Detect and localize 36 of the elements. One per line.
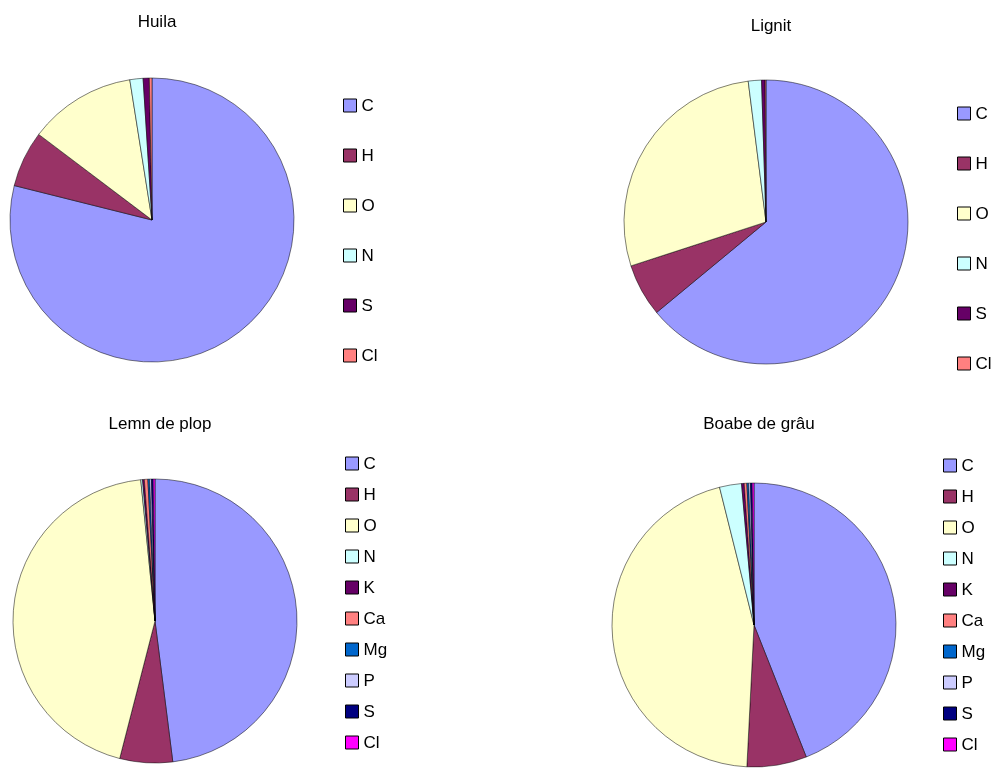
legend-label: P <box>363 671 375 690</box>
legend-label: N <box>961 549 974 568</box>
legend-label: S <box>975 304 987 323</box>
legend-label: H <box>361 146 374 165</box>
legend-label: K <box>363 578 376 597</box>
chart-title: Boabe de grâu <box>703 414 815 433</box>
legend-label: Cl <box>361 346 378 365</box>
legend-label: Cl <box>975 354 992 373</box>
legend-label: O <box>363 516 377 535</box>
legend-label: K <box>961 580 974 599</box>
chart-title: Huila <box>137 12 177 31</box>
legend-label: H <box>363 485 376 504</box>
legend-label: S <box>361 296 373 315</box>
legend-label: C <box>363 454 376 473</box>
legend-label: C <box>961 456 974 475</box>
chart-title: Lemn de plop <box>108 414 212 433</box>
legend-label: C <box>361 96 374 115</box>
legend-label: O <box>361 196 375 215</box>
legend-label: O <box>961 518 975 537</box>
legend-label: C <box>975 104 988 123</box>
legend-label: N <box>975 254 988 273</box>
legend-label: Cl <box>363 733 380 752</box>
legend-label: P <box>961 673 973 692</box>
legend-label: H <box>975 154 988 173</box>
legend-label: O <box>975 204 989 223</box>
legend-label: Mg <box>961 642 986 661</box>
legend-label: H <box>961 487 974 506</box>
legend-label: Ca <box>961 611 984 630</box>
legend-label: Cl <box>961 735 978 754</box>
chart-title: Lignit <box>750 16 792 35</box>
legend-label: Ca <box>363 609 386 628</box>
legend-label: N <box>361 246 374 265</box>
legend-label: Mg <box>363 640 388 659</box>
legend-label: N <box>363 547 376 566</box>
legend-label: S <box>961 704 973 723</box>
legend-label: S <box>363 702 375 721</box>
